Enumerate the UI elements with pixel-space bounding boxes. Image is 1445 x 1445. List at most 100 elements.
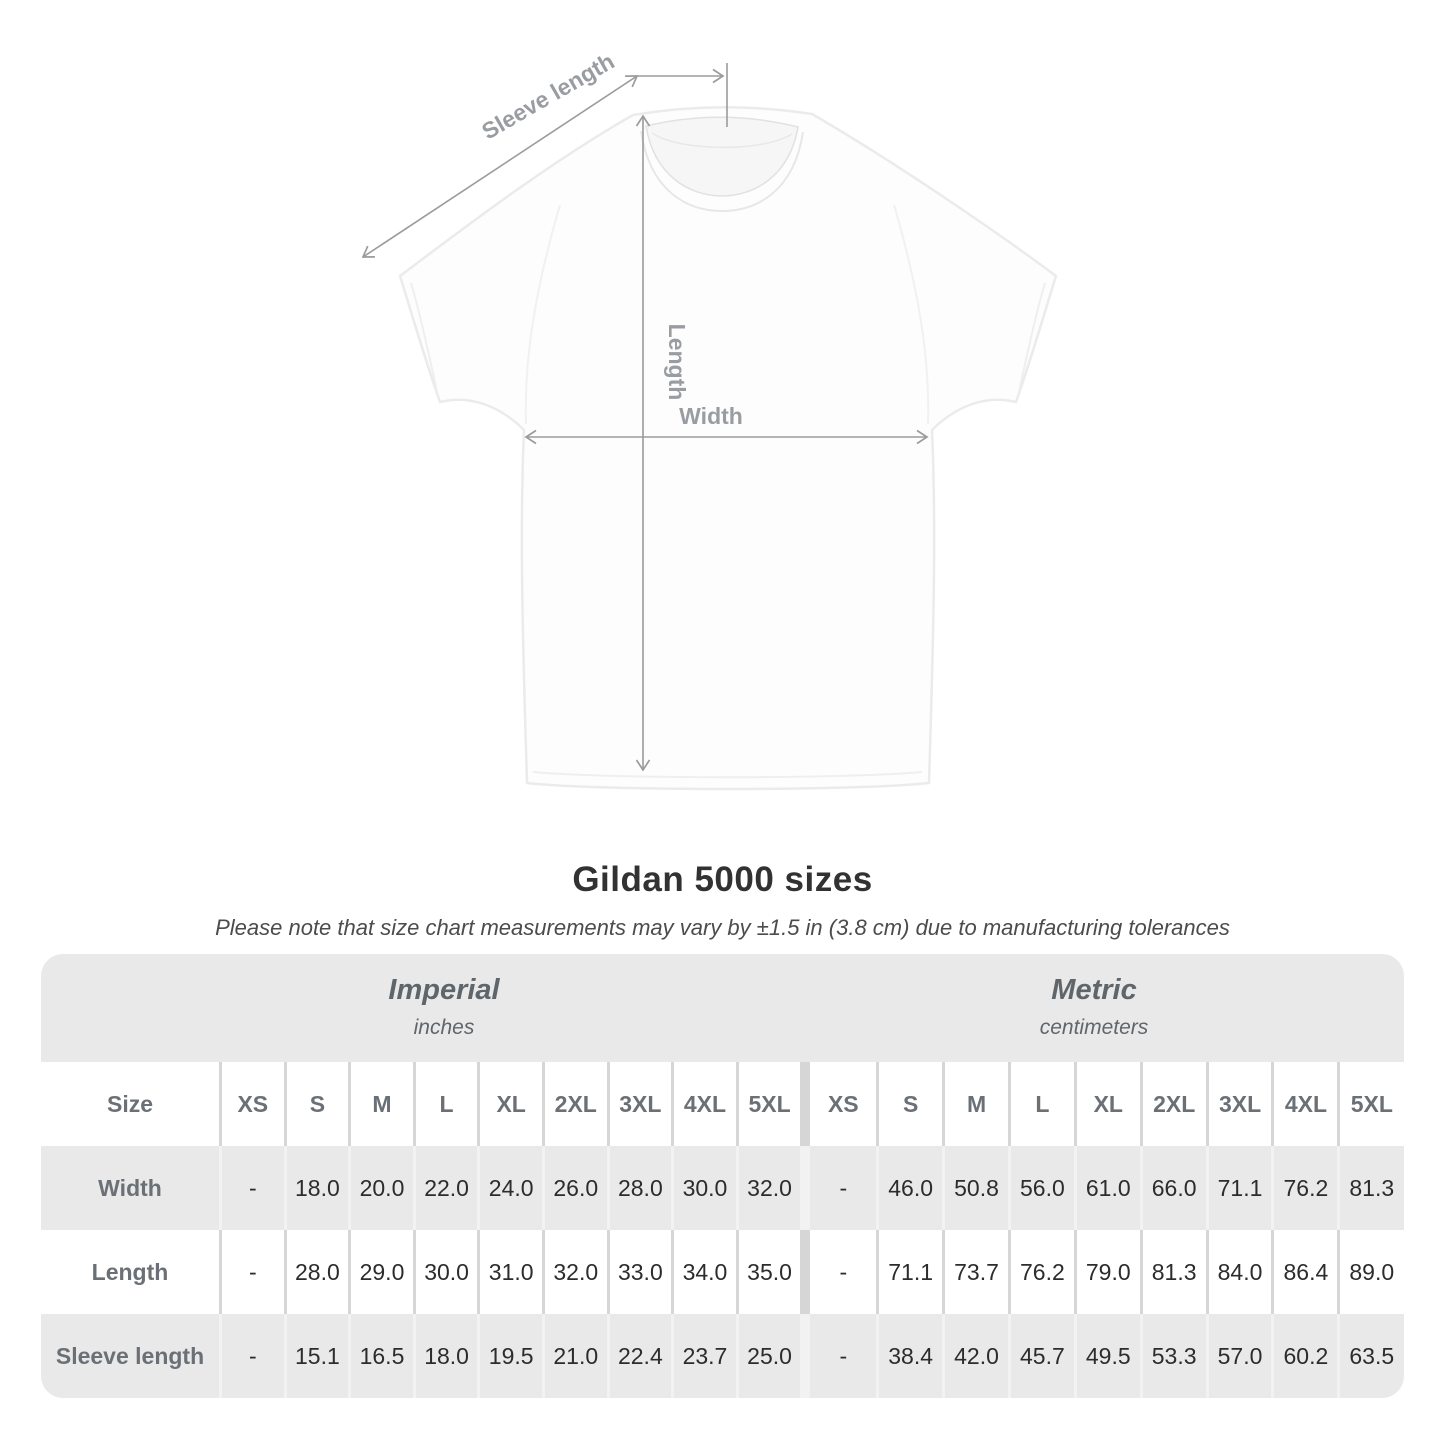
table-row: Sleeve length -15.1 16.5 18.0 19.5 21.0 22.4 23… (41, 1314, 1404, 1398)
table-cell: 42.0 (942, 1314, 1008, 1398)
table-cell: 81.3 (1337, 1146, 1403, 1230)
table-cell: 26.0 (541, 1146, 607, 1230)
metric-header-group: Metric centimeters (1040, 974, 1149, 1040)
column-header: XL (477, 1062, 542, 1146)
table-cell: 45.7 (1007, 1314, 1074, 1398)
table-cell: 63.5 (1337, 1314, 1403, 1398)
imperial-label: Imperial (388, 974, 500, 1006)
page-title: Gildan 5000 sizes (572, 860, 873, 899)
table-cell: 24.0 (477, 1146, 542, 1230)
column-header: 2XL (541, 1062, 607, 1146)
table-cell: 28.0 (606, 1146, 672, 1230)
table-cell: 86.4 (1271, 1230, 1337, 1314)
table-cell: 25.0 (735, 1314, 801, 1398)
column-header: 2XL (1139, 1062, 1206, 1146)
table-cell: 66.0 (1139, 1146, 1206, 1230)
metric-unit-label: centimeters (1039, 1016, 1149, 1039)
corner-header: Size (106, 1090, 154, 1117)
length-label: Length (664, 324, 690, 401)
column-header: XS (827, 1090, 859, 1117)
table-cell: 30.0 (671, 1146, 736, 1230)
metric-label: Metric (1051, 974, 1137, 1006)
table-cell: 76.2 (1271, 1146, 1337, 1230)
tshirt-measurement-diagram: Sleeve length Length Width (361, 48, 1058, 791)
table-cell: 84.0 (1205, 1230, 1272, 1314)
column-header: 3XL (1205, 1062, 1272, 1146)
width-label: Width (679, 403, 743, 429)
table-row: Length -28.0 29.0 30.0 31.0 32.0 33.0 34.0 35.0-… (41, 1230, 1404, 1314)
table-cell: - (839, 1342, 848, 1369)
table-cell: - (839, 1174, 848, 1201)
table-cell: 71.1 (876, 1230, 942, 1314)
table-cell: 20.0 (348, 1146, 413, 1230)
table-cell: 22.0 (412, 1146, 478, 1230)
table-cell: 18.0 (412, 1314, 478, 1398)
table-cell: 57.0 (1205, 1314, 1272, 1398)
table-cell: 81.3 (1139, 1230, 1206, 1314)
tolerance-note: Please note that size chart measurements… (215, 915, 1230, 940)
table-cell: 73.7 (942, 1230, 1008, 1314)
unit-divider (800, 1314, 811, 1398)
table-cell: 60.2 (1271, 1314, 1337, 1398)
table-cell: 79.0 (1073, 1230, 1140, 1314)
unit-divider (800, 1146, 811, 1230)
size-table: Imperial inches Metric centimeters Size X… (41, 954, 1404, 1398)
row-label: Sleeve length (55, 1342, 205, 1369)
table-cell: 21.0 (541, 1314, 607, 1398)
table-cell: 38.4 (876, 1314, 942, 1398)
unit-divider (800, 1230, 811, 1314)
table-cell: 49.5 (1073, 1314, 1140, 1398)
collar-opening (645, 116, 799, 197)
table-cell: 71.1 (1205, 1146, 1272, 1230)
column-header: M (942, 1062, 1008, 1146)
unit-divider (800, 1062, 811, 1146)
imperial-header-group: Imperial inches (388, 974, 499, 1040)
table-cell: 89.0 (1337, 1230, 1403, 1314)
column-header: M (348, 1062, 413, 1146)
table-cell: 50.8 (942, 1146, 1008, 1230)
column-header: L (1007, 1062, 1074, 1146)
column-header: S (283, 1062, 349, 1146)
column-header: XL (1073, 1062, 1140, 1146)
table-cell: 32.0 (735, 1146, 801, 1230)
table-body: Size XS S M L XL 2XL 3XL 4XL 5XL XS S M L XL 2XL 3XL 4XL 5… (41, 1062, 1404, 1398)
tshirt-image (398, 106, 1058, 791)
table-cell: 31.0 (477, 1230, 542, 1314)
imperial-unit-label: inches (413, 1016, 475, 1039)
table-cell: 33.0 (606, 1230, 672, 1314)
table-cell: 76.2 (1007, 1230, 1074, 1314)
table-row: Width -18.0 20.0 22.0 24.0 26.0 28.0 30.0 32.0-4… (41, 1146, 1404, 1230)
row-label: Length (91, 1258, 169, 1285)
column-header: XS (219, 1062, 284, 1146)
column-header: 5XL (1337, 1062, 1403, 1146)
table-cell: 32.0 (541, 1230, 607, 1314)
table-cell: 61.0 (1073, 1146, 1140, 1230)
table-cell: 15.1 (283, 1314, 349, 1398)
table-cell: 35.0 (735, 1230, 801, 1314)
size-header-row: Size XS S M L XL 2XL 3XL 4XL 5XL XS S M L XL 2XL 3XL 4XL 5… (41, 1062, 1404, 1146)
column-header: 4XL (1271, 1062, 1337, 1146)
unit-header-band: Imperial inches Metric centimeters (41, 954, 1404, 1062)
row-label: Width (98, 1174, 162, 1201)
column-header: 3XL (606, 1062, 672, 1146)
table-cell: 29.0 (348, 1230, 413, 1314)
table-cell: 19.5 (477, 1314, 542, 1398)
table-cell: 30.0 (412, 1230, 478, 1314)
column-header: 5XL (735, 1062, 801, 1146)
sleeve-length-label: Sleeve length (477, 48, 618, 145)
table-cell: 34.0 (671, 1230, 736, 1314)
column-header: 4XL (671, 1062, 736, 1146)
table-cell: 28.0 (283, 1230, 349, 1314)
table-cell: 56.0 (1007, 1146, 1074, 1230)
table-cell: - (219, 1146, 284, 1230)
sleeve-length-arrow (361, 75, 639, 258)
table-cell: 16.5 (348, 1314, 413, 1398)
table-cell: - (839, 1258, 848, 1285)
table-cell: 46.0 (876, 1146, 942, 1230)
table-cell: 22.4 (606, 1314, 672, 1398)
table-cell: - (219, 1230, 284, 1314)
table-cell: 53.3 (1139, 1314, 1206, 1398)
table-cell: - (219, 1314, 284, 1398)
column-header: L (412, 1062, 478, 1146)
